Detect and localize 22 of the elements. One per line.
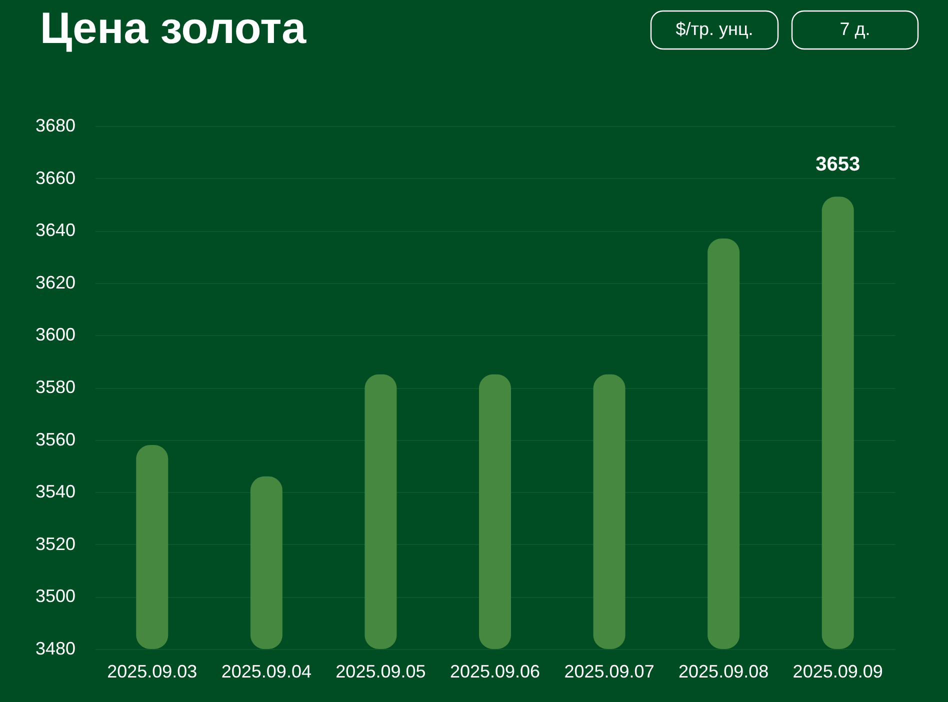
y-tick-label: 3680 [35,116,76,136]
x-tick-label: 2025.09.07 [564,662,654,682]
x-tick-label: 2025.09.06 [450,662,540,682]
y-tick-label: 3540 [35,482,76,502]
y-tick-label: 3580 [35,377,76,397]
text: $/тр. унц. [676,19,754,39]
y-tick-label: 3480 [35,638,76,658]
y-tick-label: 3560 [35,429,76,450]
x-tick-label: 2025.09.09 [792,662,883,682]
text: 7 д. [840,19,870,39]
x-tick-label: 2025.09.05 [336,662,426,682]
y-tick-label: 3620 [35,272,76,292]
x-tick-label: 2025.09.08 [678,662,769,682]
x-tick-label: 2025.09.03 [107,662,198,682]
y-tick-label: 3640 [35,220,76,240]
data-label: 3653 [816,154,860,176]
y-tick-label: 3600 [35,324,76,345]
y-tick-label: 3500 [35,586,76,606]
y-tick-label: 3660 [35,168,76,188]
chart-title: Цена золота [40,4,307,53]
y-tick-label: 3520 [35,534,76,554]
x-tick-label: 2025.09.04 [221,662,312,682]
